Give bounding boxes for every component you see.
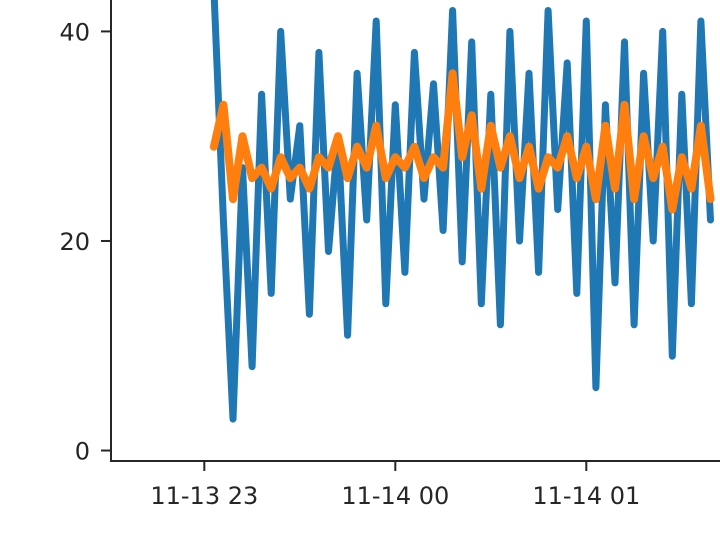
y-tick-label: 0 — [75, 438, 90, 466]
y-tick-label: 40 — [59, 18, 90, 46]
series-line-1 — [209, 69, 715, 214]
y-axis-ticks: 0 20 40 — [59, 18, 111, 466]
x-tick-label: 11-13 23 — [150, 482, 258, 510]
series-layer — [209, 0, 715, 423]
x-tick-label: 11-14 01 — [532, 482, 640, 510]
x-tick-label: 11-14 00 — [341, 482, 449, 510]
y-tick-label: 20 — [59, 228, 90, 256]
